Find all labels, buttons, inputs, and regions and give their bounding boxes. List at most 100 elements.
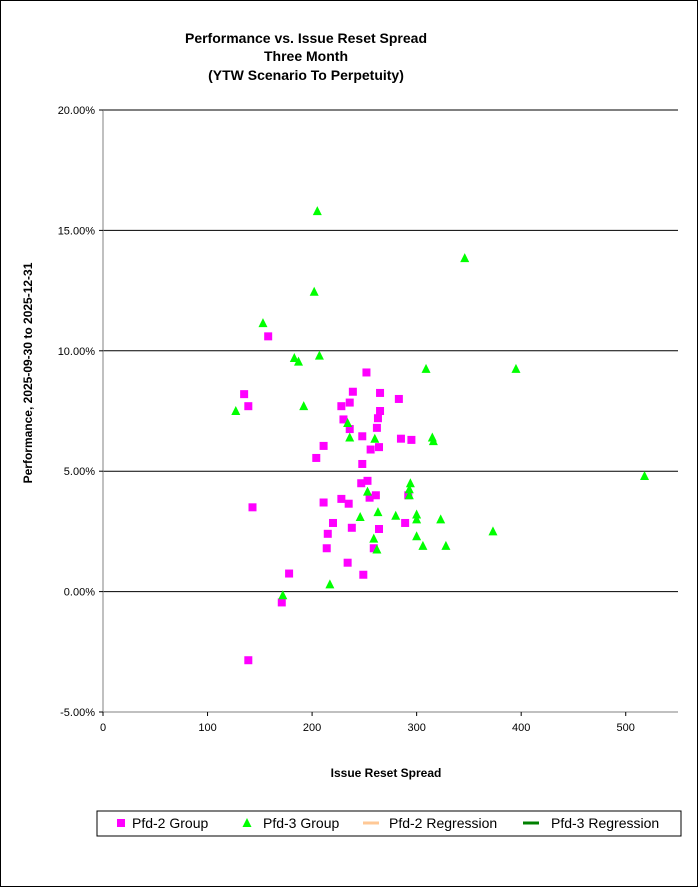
pfd-2-point	[358, 432, 367, 441]
y-tick-label: 15.00%	[58, 225, 96, 237]
pfd-2-point	[345, 398, 354, 407]
pfd-3-point	[231, 406, 241, 415]
pfd-2-point	[359, 570, 368, 579]
pfd-2-point	[396, 434, 405, 443]
pfd-3-point	[511, 363, 521, 373]
pfd-2-point	[344, 499, 353, 508]
pfd-3-point	[343, 418, 353, 428]
pfd-3-point	[391, 510, 401, 520]
pfd-2-point	[319, 441, 328, 450]
x-axis-title: Issue Reset Spread	[331, 766, 442, 780]
pfd-3-point	[412, 509, 422, 519]
x-tick-label: 400	[512, 722, 530, 734]
legend-label: Pfd-3 Regression	[551, 815, 659, 831]
pfd-3-point	[294, 356, 303, 366]
pfd-3-point	[436, 514, 446, 524]
pfd-3-point	[370, 433, 380, 443]
pfd-2-point	[345, 425, 354, 434]
pfd-3-point	[412, 531, 422, 541]
pfd-2-point	[329, 518, 337, 527]
pfd-2-point	[337, 494, 346, 503]
pfd-3-point	[372, 544, 382, 554]
chart-title-line-3: (YTW Scenario To Perpetuity)	[208, 67, 404, 83]
legend-box	[96, 810, 682, 837]
pfd-2-point	[264, 332, 273, 341]
pfd-2-point	[394, 394, 403, 403]
pfd-2-point	[248, 503, 257, 512]
pfd-2-point	[373, 414, 382, 423]
pfd-3-point	[325, 579, 335, 589]
pfd-3-point	[373, 507, 383, 517]
legend-label: Pfd-2 Regression	[389, 815, 497, 831]
data-marks	[231, 206, 650, 665]
pfd-3-point	[421, 363, 431, 373]
pfd-3-point	[404, 484, 414, 494]
pfd-3-point	[640, 471, 650, 481]
pfd-3-point	[441, 540, 451, 550]
pfd-2-point	[285, 569, 294, 578]
pfd-2-point	[277, 598, 286, 607]
pfd-2-point	[312, 453, 321, 462]
legend-symbol-pfd-3-group	[242, 818, 252, 827]
pfd-2-point	[369, 544, 378, 553]
pfd-2-point	[366, 445, 375, 454]
pfd-3-point	[405, 478, 415, 488]
x-tick-label: 300	[407, 722, 425, 734]
pfd-2-point	[371, 491, 380, 500]
pfd-2-point	[337, 402, 346, 411]
pfd-3-point	[289, 353, 299, 363]
x-tick-label: 0	[100, 722, 106, 734]
pfd-3-point	[404, 490, 414, 500]
pfd-3-point	[460, 253, 470, 263]
legend-symbol-pfd-2-group	[117, 819, 125, 827]
pfd-3-point	[363, 486, 372, 496]
chart-title-line-2: Three Month	[264, 48, 348, 64]
pfd-3-point	[428, 436, 438, 446]
pfd-2-point	[365, 493, 374, 502]
y-tick-label: 10.00%	[58, 346, 96, 358]
pfd-2-point	[323, 529, 332, 538]
pfd-2-point	[376, 388, 385, 397]
pfd-3-point	[412, 514, 422, 524]
pfd-2-point	[339, 415, 348, 424]
y-tick-label: 5.00%	[64, 466, 95, 478]
pfd-2-point	[244, 656, 253, 665]
legend-label: Pfd-2 Group	[132, 815, 208, 831]
pfd-3-point	[258, 318, 268, 328]
pfd-3-point	[488, 526, 498, 536]
pfd-2-point	[343, 558, 352, 567]
pfd-2-point	[375, 524, 383, 533]
pfd-2-point	[375, 443, 383, 452]
pfd-2-point	[319, 498, 328, 507]
pfd-3-point	[309, 286, 319, 296]
pfd-2-point	[376, 407, 385, 415]
legend: Pfd-2 Group Pfd-3 Group Pfd-2 Regression Pf…	[96, 810, 682, 837]
pfd-2-point	[363, 476, 372, 485]
pfd-3-point	[312, 206, 322, 216]
x-tick-label: 500	[617, 722, 635, 734]
pfd-3-point	[278, 590, 288, 600]
pfd-2-point	[358, 459, 367, 468]
x-tick-label: 200	[303, 722, 321, 734]
legend-label: Pfd-3 Group	[263, 815, 339, 831]
y-tick-label: -5.00%	[60, 707, 95, 719]
plot-area: -5.00% 0.00% 5.00% 10.00% 15.00% 20.00% 0 100 20…	[58, 105, 678, 734]
pfd-3-point	[345, 432, 355, 442]
pfd-2-point	[347, 523, 356, 532]
pfd-2-point	[244, 402, 253, 411]
x-tick-label: 100	[198, 722, 216, 734]
chart-title-line-1: Performance vs. Issue Reset Spread	[185, 30, 427, 46]
y-axis-title: Performance, 2025-09-30 to 2025-12-31	[21, 262, 35, 483]
y-tick-label: 0.00%	[64, 587, 95, 599]
pfd-2-point	[348, 387, 357, 396]
pfd-2-point	[357, 479, 366, 488]
pfd-3-point	[418, 540, 428, 550]
pfd-2-point	[401, 518, 410, 527]
pfd-2-point	[407, 435, 416, 444]
pfd-2-point	[362, 368, 371, 377]
pfd-2-point	[372, 423, 381, 432]
pfd-3-point	[355, 511, 365, 521]
pfd-2-point	[322, 544, 331, 553]
